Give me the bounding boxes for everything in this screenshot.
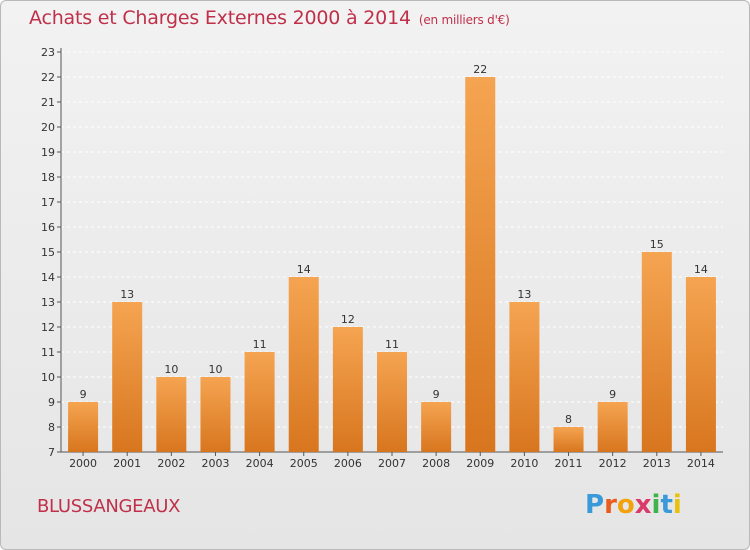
bar-2014 (685, 277, 716, 452)
x-tick-label-2006: 2006 (334, 457, 362, 470)
y-tick-label: 16 (41, 221, 55, 234)
bar-2010 (509, 302, 540, 452)
value-label-2005: 14 (297, 263, 311, 276)
value-label-2010: 13 (517, 288, 531, 301)
value-label-2008: 9 (433, 388, 440, 401)
x-tick-label-2011: 2011 (555, 457, 583, 470)
x-tick-label-2009: 2009 (466, 457, 494, 470)
chart-title: Achats et Charges Externes 2000 à 2014 (e… (29, 7, 510, 29)
value-label-2012: 9 (609, 388, 616, 401)
x-tick-label-2002: 2002 (157, 457, 185, 470)
bar-2012 (597, 402, 628, 452)
x-tick-label-2004: 2004 (246, 457, 274, 470)
y-tick-label: 20 (41, 121, 55, 134)
y-tick-label: 9 (48, 396, 55, 409)
axis-layer: 7 8 9 10 11 12 13 14 15 16 17 18 19 20 21 22 23 2000 2001 2… (41, 46, 723, 470)
x-tick-label-2012: 2012 (599, 457, 627, 470)
bar-2011 (553, 427, 584, 452)
bar-2000 (68, 402, 99, 452)
x-tick-label-2000: 2000 (69, 457, 97, 470)
y-tick-label: 15 (41, 246, 55, 259)
value-label-2013: 15 (650, 238, 664, 251)
chart-unit: (en milliers d'€) (418, 13, 510, 27)
x-tick-label-2007: 2007 (378, 457, 406, 470)
value-label-2007: 11 (385, 338, 399, 351)
value-label-2001: 13 (120, 288, 134, 301)
bar-2002 (156, 377, 187, 452)
y-tick-label: 14 (41, 271, 55, 284)
proxiti-logo: Proxiti (585, 490, 682, 520)
town-name: BLUSSANGEAUX (37, 496, 181, 517)
x-tick-label-2003: 2003 (201, 457, 229, 470)
value-label-2009: 22 (473, 63, 487, 76)
y-tick-label: 8 (48, 421, 55, 434)
value-label-2000: 9 (80, 388, 87, 401)
y-tick-label: 10 (41, 371, 55, 384)
x-tick-label-2008: 2008 (422, 457, 450, 470)
logo-letter: o (616, 490, 635, 520)
logo-letter: t (660, 490, 673, 520)
x-tick-label-2013: 2013 (643, 457, 671, 470)
value-label-2002: 10 (164, 363, 178, 376)
bar-2007 (377, 352, 407, 452)
x-tick-label-2014: 2014 (687, 457, 715, 470)
y-tick-label: 11 (41, 346, 55, 359)
logo-letter: i (651, 490, 661, 520)
bar-2001 (112, 302, 143, 452)
x-tick-label-2005: 2005 (290, 457, 318, 470)
bar-2005 (288, 277, 319, 452)
bar-2008 (421, 402, 452, 452)
x-tick-label-2010: 2010 (510, 457, 538, 470)
bar-2009 (465, 77, 496, 452)
value-label-2014: 14 (694, 263, 708, 276)
y-tick-label: 7 (48, 446, 55, 459)
y-tick-label: 18 (41, 171, 55, 184)
y-tick-label: 22 (41, 71, 55, 84)
value-label-2006: 12 (341, 313, 355, 326)
logo-letter: P (585, 490, 605, 520)
label-layer: 9 13 10 10 11 14 12 11 9 22 13 8 9 15 14 (80, 63, 708, 426)
y-tick-label: 23 (41, 46, 55, 59)
y-tick-label: 17 (41, 196, 55, 209)
y-tick-label: 19 (41, 146, 55, 159)
logo-letter: i (672, 490, 682, 520)
y-tick-label: 21 (41, 96, 55, 109)
bar-2003 (200, 377, 231, 452)
y-tick-label: 13 (41, 296, 55, 309)
logo-letter: x (634, 490, 652, 520)
y-tick-label: 12 (41, 321, 55, 334)
logo-letter: r (604, 490, 617, 520)
bar-2013 (641, 252, 672, 452)
x-tick-label-2001: 2001 (113, 457, 141, 470)
bar-layer (68, 77, 716, 452)
bar-2004 (244, 352, 275, 452)
value-label-2003: 10 (208, 363, 222, 376)
value-label-2004: 11 (253, 338, 267, 351)
value-label-2011: 8 (565, 413, 572, 426)
bar-2006 (332, 327, 363, 452)
chart-title-text: Achats et Charges Externes 2000 à 2014 (29, 7, 411, 29)
